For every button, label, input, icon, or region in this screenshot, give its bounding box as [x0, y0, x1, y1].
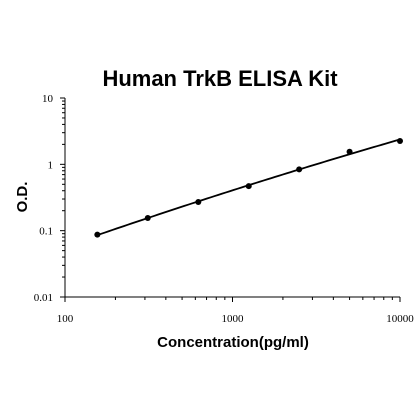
- data-point: [94, 231, 101, 238]
- y-tick-label: 1: [48, 159, 54, 171]
- x-tick-label: 1000: [222, 313, 245, 325]
- data-point: [245, 183, 252, 190]
- x-tick-label: 100: [57, 313, 74, 325]
- y-tick-label: 0.1: [39, 226, 53, 238]
- data-point: [144, 215, 151, 222]
- plot-area: 0.01 0.1 1 10 100 1000 10000: [34, 93, 415, 325]
- y-axis-label: O.D.: [14, 182, 31, 213]
- x-axis-label: Concentration(pg/ml): [157, 334, 309, 351]
- y-tick-label: 10: [42, 93, 54, 105]
- chart-title: Human TrkB ELISA Kit: [102, 66, 338, 91]
- x-tick-label: 10000: [386, 313, 414, 325]
- data-point: [296, 166, 303, 173]
- data-point: [195, 199, 202, 206]
- data-point: [397, 137, 403, 144]
- data-point: [346, 148, 353, 155]
- y-tick-label: 0.01: [34, 292, 53, 304]
